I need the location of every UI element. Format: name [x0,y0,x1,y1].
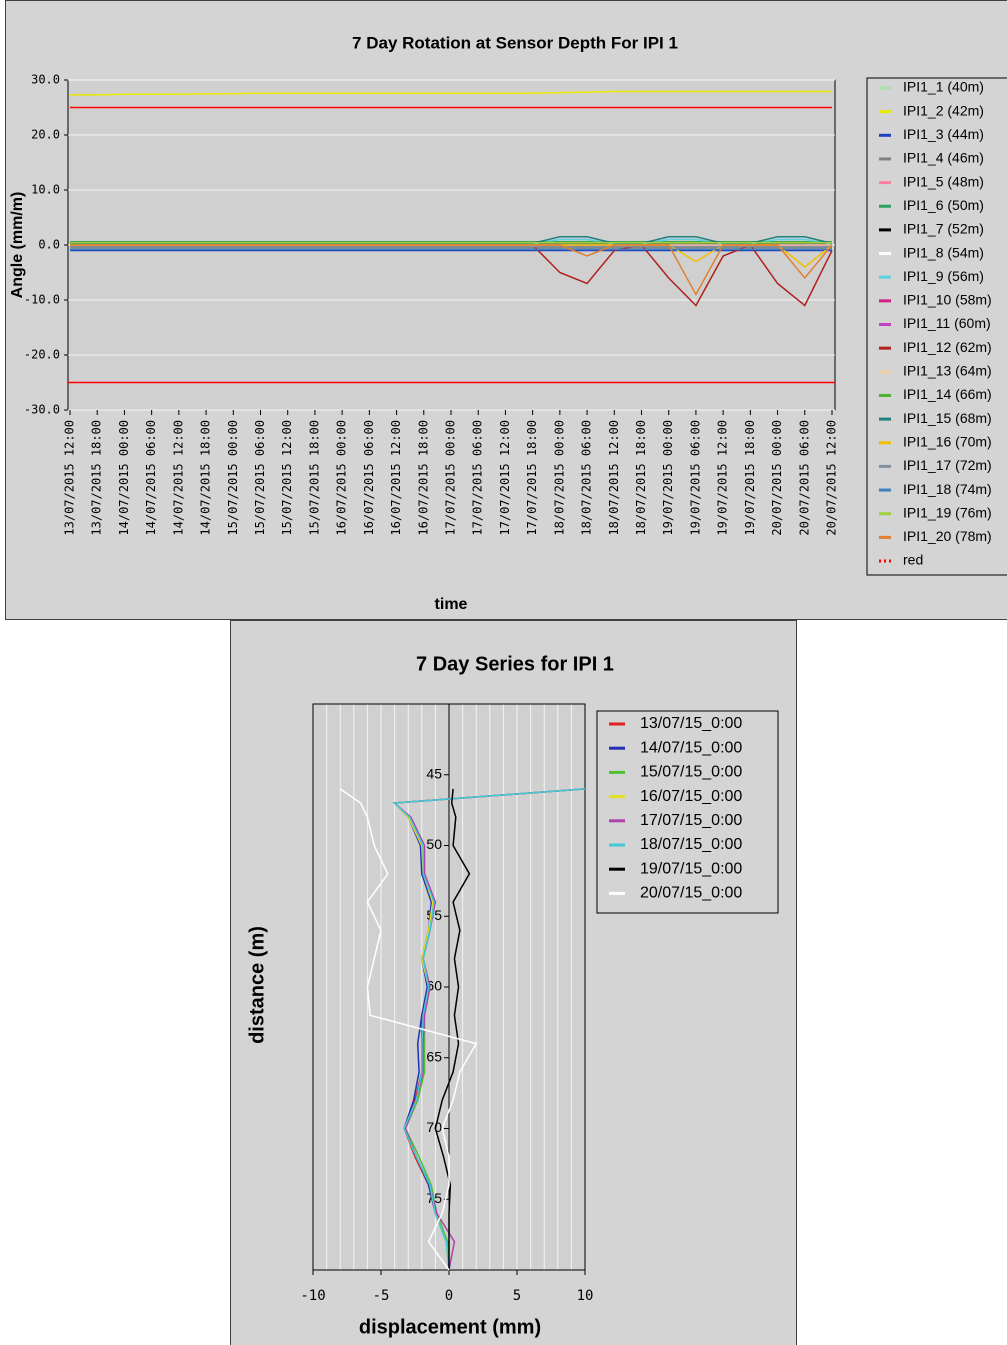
x-tick-label: 5 [513,1288,521,1304]
x-tick-label: 16/07/2015 00:00 [335,420,349,536]
legend-label: IPI1_19 (76m) [903,504,992,520]
legend-label: IPI1_3 (44m) [903,126,984,142]
x-tick-label: 15/07/2015 00:00 [226,420,240,536]
legend-label: IPI1_8 (54m) [903,244,984,260]
series-line [70,90,832,96]
chart-title: 7 Day Rotation at Sensor Depth For IPI 1 [352,33,678,52]
legend-label: red [903,552,923,568]
x-tick-label: 15/07/2015 12:00 [280,420,294,536]
legend-label: 20/07/15_0:00 [640,885,742,902]
legend-label: IPI1_20 (78m) [903,528,992,544]
x-tick-label: 18/07/2015 18:00 [634,420,648,536]
legend-label: IPI1_11 (60m) [903,315,991,331]
legend-label: IPI1_6 (50m) [903,197,984,213]
x-tick-label: 18/07/2015 12:00 [607,420,621,536]
legend-label: IPI1_15 (68m) [903,410,992,426]
series-line [392,788,586,1271]
x-tick-label: -10 [300,1288,325,1304]
y-tick-label: -20.0 [24,348,60,362]
y-tick-label: 70 [426,1119,442,1135]
x-tick-label: 19/07/2015 00:00 [661,420,675,536]
y-tick-label: 20.0 [31,128,60,142]
y-tick-label: 60 [426,978,442,994]
y-tick-label: 45 [426,765,442,781]
x-tick-label: 19/07/2015 12:00 [716,420,730,536]
y-tick-label: 0.0 [38,238,60,252]
legend-label: 15/07/15_0:00 [640,764,742,781]
y-axis-label: Angle (mm/m) [9,192,26,299]
x-tick-label: -5 [373,1288,390,1304]
x-tick-label: 20/07/2015 12:00 [825,420,839,536]
x-tick-label: 15/07/2015 18:00 [307,420,321,536]
x-tick-label: 15/07/2015 06:00 [253,420,267,536]
y-axis-label: distance (m) [246,926,268,1044]
x-tick-label: 17/07/2015 12:00 [498,420,512,536]
x-tick-label: 17/07/2015 00:00 [444,420,458,536]
x-tick-label: 17/07/2015 06:00 [471,420,485,536]
x-tick-label: 13/07/2015 18:00 [90,420,104,536]
x-tick-label: 0 [445,1288,453,1304]
x-tick-label: 20/07/2015 06:00 [797,420,811,536]
legend-label: IPI1_18 (74m) [903,481,992,497]
legend-label: IPI1_9 (56m) [903,268,984,284]
legend-label: IPI1_1 (40m) [903,79,984,95]
legend-label: IPI1_14 (66m) [903,386,992,402]
legend-label: IPI1_12 (62m) [903,339,992,355]
legend-label: IPI1_2 (42m) [903,102,984,118]
y-tick-label: 30.0 [31,73,60,87]
x-tick-label: 13/07/2015 12:00 [63,420,77,536]
chart-title: 7 Day Series for IPI 1 [416,653,614,675]
x-tick-label: 10 [577,1288,594,1304]
legend-label: 18/07/15_0:00 [640,836,742,853]
legend-box [596,710,779,914]
y-tick-label: 10.0 [31,183,60,197]
x-tick-label: 16/07/2015 18:00 [416,420,430,536]
x-tick-label: 20/07/2015 00:00 [770,420,784,536]
legend-label: IPI1_4 (46m) [903,150,984,166]
x-tick-label: 19/07/2015 18:00 [743,420,757,536]
x-tick-label: 14/07/2015 12:00 [171,420,185,536]
y-tick-label: -10.0 [24,293,60,307]
x-axis-label: time [435,596,468,613]
y-tick-label: 50 [426,836,442,852]
legend-label: 14/07/15_0:00 [640,739,742,756]
legend-label: 16/07/15_0:00 [640,788,742,805]
y-tick-label: 65 [426,1048,442,1064]
x-tick-label: 14/07/2015 18:00 [199,420,213,536]
x-tick-label: 18/07/2015 06:00 [580,420,594,536]
legend-label: IPI1_7 (52m) [903,221,984,237]
legend-label: 13/07/15_0:00 [640,715,742,732]
x-tick-label: 17/07/2015 18:00 [525,420,539,536]
legend-label: IPI1_17 (72m) [903,457,992,473]
x-axis-label: displacement (mm) [359,1316,541,1338]
y-tick-label: -30.0 [24,403,60,417]
x-tick-label: 16/07/2015 12:00 [389,420,403,536]
x-tick-label: 14/07/2015 00:00 [117,420,131,536]
x-tick-label: 18/07/2015 00:00 [552,420,566,536]
legend-label: IPI1_16 (70m) [903,433,992,449]
series-line [339,788,478,1271]
legend-label: IPI1_13 (64m) [903,363,992,379]
x-tick-label: 14/07/2015 06:00 [144,420,158,536]
legend-label: 19/07/15_0:00 [640,860,742,877]
x-tick-label: 19/07/2015 06:00 [688,420,702,536]
series-line [392,788,586,1271]
legend-box [866,77,1007,576]
legend-label: IPI1_5 (48m) [903,173,984,189]
legend-label: IPI1_10 (58m) [903,292,992,308]
x-tick-label: 16/07/2015 06:00 [362,420,376,536]
series-line [434,788,471,1270]
legend-label: 17/07/15_0:00 [640,812,742,829]
series-line [70,244,833,297]
